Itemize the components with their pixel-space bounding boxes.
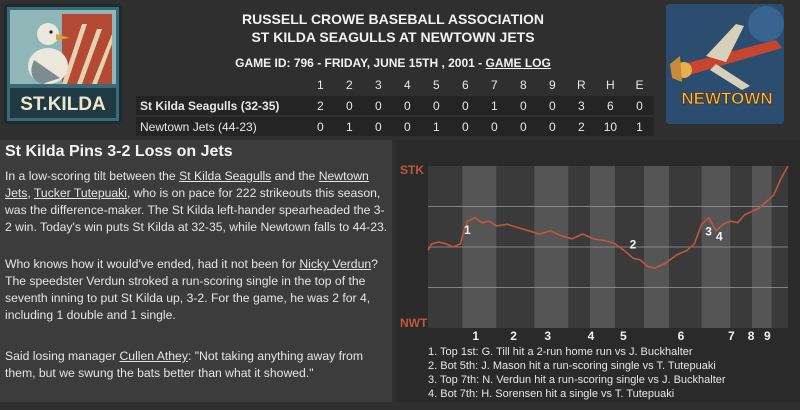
game-header: RUSSELL CROWE BASEBALL ASSOCIATION ST KI…: [138, 10, 648, 71]
recap-text: ? The speedster Verdun stroked a run-sco…: [5, 257, 378, 322]
errors-cell: 0: [624, 94, 654, 116]
score-cell: 1: [334, 115, 364, 136]
linescore-header-row: 1 2 3 4 5 6 7 8 9 R H E: [136, 75, 654, 95]
inning-label: 3: [544, 329, 551, 343]
inning-label: 2: [510, 329, 517, 343]
linescore-col-header: 1: [317, 77, 324, 92]
newtown-logo-text: NEWTOWN: [681, 89, 772, 108]
inning-label: 4: [588, 329, 595, 343]
linescore-col-header: E: [635, 77, 644, 92]
matchup-title: ST KILDA SEAGULLS AT NEWTOWN JETS: [251, 29, 535, 45]
inning-label: 1: [472, 329, 479, 343]
linescore-row-st-kilda: St Kilda Seagulls (32-35) 2 0 0 0 0 0 1 …: [136, 94, 654, 116]
errors-cell: 1: [624, 115, 654, 136]
win-probability-line: [427, 165, 789, 269]
manager-link-athey[interactable]: Cullen Athey: [119, 349, 188, 363]
score-cell: 0: [508, 94, 538, 116]
game-info-text: GAME ID: 796 - FRIDAY, JUNE 15TH , 2001 …: [235, 56, 486, 70]
team-name: St Kilda Seagulls (32-35): [136, 94, 306, 116]
score-cell: 0: [450, 94, 480, 116]
score-cell: 0: [305, 115, 335, 136]
score-cell: 0: [537, 94, 567, 116]
score-cell: 1: [421, 115, 451, 136]
key-event: 3. Top 7th: N. Verdun hit a run-scoring …: [428, 374, 726, 386]
event-marker: 3: [705, 225, 712, 239]
recap-text: Who knows how it would've ended, had it …: [5, 257, 300, 271]
score-cell: 0: [479, 115, 509, 136]
inning-label: 8: [748, 329, 755, 343]
linescore-corner: [136, 75, 306, 95]
player-link-tutepuaki[interactable]: Tucker Tutepuaki: [33, 186, 127, 200]
newtown-logo: NEWTOWN: [666, 4, 784, 124]
recap-text: , who is on pace for 222 strikeouts this…: [5, 186, 388, 234]
chart-label-nwt: NWT: [400, 316, 428, 330]
score-cell: 0: [363, 115, 393, 136]
linescore-table: 1 2 3 4 5 6 7 8 9 R H E St Kilda Seagull…: [136, 75, 654, 136]
score-cell: 0: [421, 94, 451, 116]
linescore-col-header: 4: [404, 77, 411, 92]
hits-cell: 6: [595, 94, 625, 116]
hits-cell: 10: [595, 115, 625, 136]
team-link-st-kilda[interactable]: St Kilda Seagulls: [179, 169, 272, 183]
score-cell: 0: [450, 115, 480, 136]
recap-text: : "Not taking anything away from them, b…: [5, 349, 363, 380]
recap-paragraph: Said losing manager Cullen Athey: "Not t…: [5, 348, 390, 382]
inning-label: 5: [620, 329, 627, 343]
linescore-col-header: R: [577, 77, 586, 92]
recap-text: ,: [27, 186, 34, 200]
chart-label-stk: STK: [400, 163, 424, 177]
event-marker: 2: [630, 238, 637, 252]
linescore-col-header: 6: [462, 77, 469, 92]
score-cell: 1: [479, 94, 509, 116]
recap-paragraph: Who knows how it would've ended, had it …: [5, 256, 390, 324]
linescore-col-header: 8: [520, 77, 527, 92]
st-kilda-logo: ST.KILDA: [4, 4, 122, 124]
linescore-col-header: 2: [346, 77, 353, 92]
team-link-newtown[interactable]: Newtown Jets: [5, 169, 369, 200]
linescore-col-header: 9: [549, 77, 556, 92]
linescore-col-header: H: [606, 77, 615, 92]
score-cell: 0: [334, 94, 364, 116]
inning-label: 7: [728, 329, 735, 343]
key-event: 2. Bot 5th: J. Mason hit a run-scoring s…: [428, 360, 716, 372]
recap-text: In a low-scoring tilt between the: [5, 169, 180, 183]
linescore-col-header: 3: [375, 77, 382, 92]
score-cell: 2: [305, 94, 335, 116]
key-events-list: 1. Top 1st: G. Till hit a 2-run home run…: [428, 345, 798, 401]
linescore-row-newtown: Newtown Jets (44-23) 0 1 0 0 1 0 0 0 0 2…: [136, 115, 654, 136]
linescore-col-header: 7: [491, 77, 498, 92]
linescore-col-header: 5: [433, 77, 440, 92]
score-cell: 0: [363, 94, 393, 116]
recap-text: and the: [271, 169, 319, 183]
game-info: GAME ID: 796 - FRIDAY, JUNE 15TH , 2001 …: [138, 55, 648, 71]
key-event: 1. Top 1st: G. Till hit a 2-run home run…: [428, 346, 693, 358]
st-kilda-logo-text: ST.KILDA: [20, 94, 106, 115]
runs-cell: 3: [566, 94, 596, 116]
score-cell: 0: [392, 115, 422, 136]
game-recap: St Kilda Pins 3-2 Loss on Jets In a low-…: [0, 140, 392, 402]
player-link-verdun[interactable]: Nicky Verdun: [299, 257, 372, 271]
score-cell: 0: [508, 115, 538, 136]
event-marker: 1: [464, 223, 471, 237]
game-log-link[interactable]: GAME LOG: [485, 56, 551, 70]
runs-cell: 2: [566, 115, 596, 136]
score-cell: 0: [392, 94, 422, 116]
inning-label: 9: [764, 329, 771, 343]
league-name: RUSSELL CROWE BASEBALL ASSOCIATION: [241, 11, 545, 27]
key-event: 4. Bot 7th: H. Sorensen hit a single vs …: [428, 388, 675, 400]
recap-paragraph: In a low-scoring tilt between the St Kil…: [5, 168, 390, 236]
team-name: Newtown Jets (44-23): [136, 115, 306, 136]
event-marker: 4: [716, 230, 723, 244]
recap-text: Said losing manager: [5, 349, 120, 363]
recap-headline: St Kilda Pins 3-2 Loss on Jets: [5, 143, 233, 160]
inning-label: 6: [678, 329, 685, 343]
score-cell: 0: [537, 115, 567, 136]
